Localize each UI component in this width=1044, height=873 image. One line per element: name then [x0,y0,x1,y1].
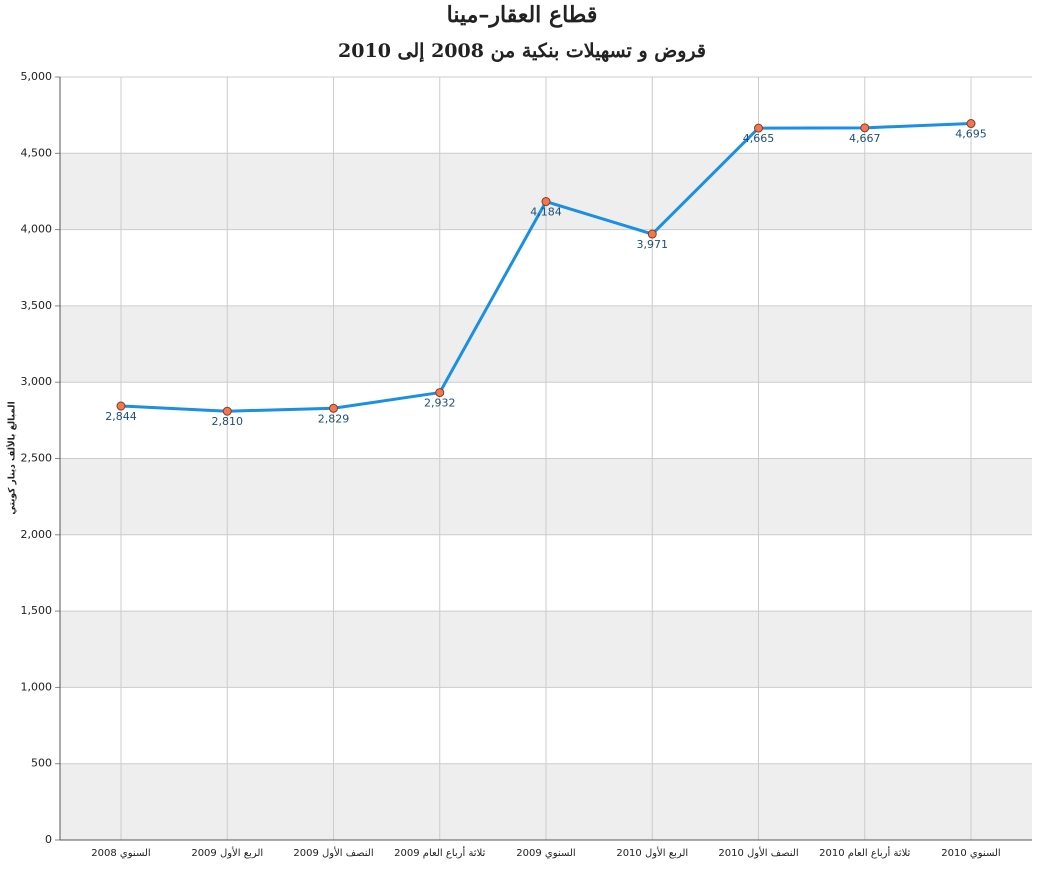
y-tick-label: 3,500 [21,299,53,312]
data-point [222,406,232,416]
y-tick-label: 1,000 [21,680,53,693]
data-point [541,197,551,207]
y-tick-label: 4,000 [21,223,53,236]
data-label: 2,932 [424,397,456,410]
x-tick-label: الربع الأول 2010 [616,846,688,859]
y-tick-label: 0 [45,833,52,846]
y-tick-label: 500 [31,757,52,770]
y-tick-label: 5,000 [21,70,53,83]
x-tick-label: السنوي 2009 [516,848,575,859]
y-tick-label: 2,000 [21,528,53,541]
x-tick-label: السنوي 2010 [941,848,1000,859]
data-point [860,123,870,133]
data-label: 4,184 [530,206,562,219]
data-point [435,388,445,398]
data-point [754,123,763,133]
y-tick-label: 4,500 [21,146,53,159]
data-point [329,403,338,413]
y-axis-label: المبالغ بالألف دينار كويتي [6,401,18,514]
data-label: 4,695 [955,128,987,141]
data-label: 4,665 [743,132,775,145]
data-point [116,401,126,411]
x-tick-label: الربع الأول 2009 [191,846,263,859]
chart-title: قطاع العقار–مينا [447,2,598,28]
chart-subtitle: قروض و تسهيلات بنكية من 2008 إلى 2010 [338,40,706,63]
y-tick-label: 3,000 [21,375,53,388]
x-tick-label: ثلاثة أرباع العام 2010 [819,846,910,859]
data-point [966,119,976,129]
x-tick-label: النصف الأول 2010 [718,846,798,859]
data-label: 4,667 [849,132,881,145]
data-point [647,229,657,239]
data-label: 2,844 [105,410,137,423]
data-label: 3,971 [637,238,669,251]
data-label: 2,810 [212,415,244,428]
x-tick-label: السنوي 2008 [91,848,150,859]
x-tick-label: النصف الأول 2009 [293,846,373,859]
y-tick-label: 1,500 [21,604,53,617]
data-label: 2,829 [318,412,350,425]
x-tick-label: ثلاثة أرباع العام 2009 [394,846,485,859]
y-tick-label: 2,500 [21,452,53,465]
